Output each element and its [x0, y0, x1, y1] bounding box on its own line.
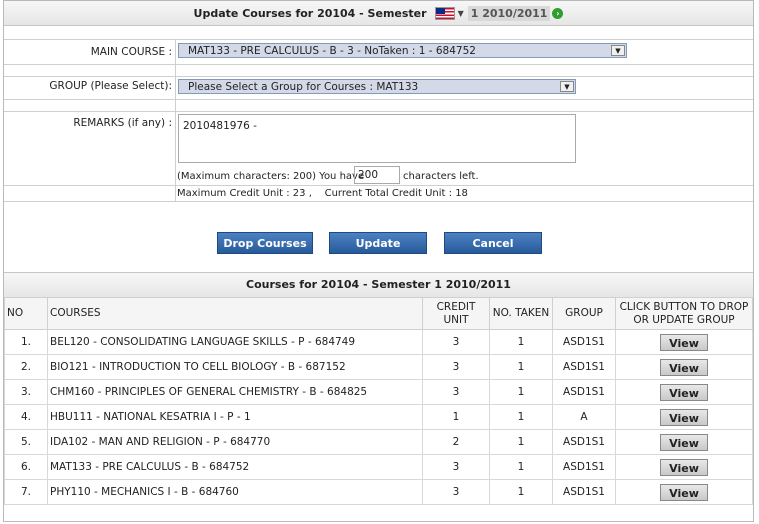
row-credit-unit: 2: [422, 429, 490, 455]
row-credit-unit: 3: [422, 354, 490, 380]
divider: [4, 99, 753, 100]
row-group: ASD1S1: [552, 479, 616, 505]
view-button[interactable]: View: [660, 333, 708, 351]
row-course: CHM160 - PRINCIPLES OF GENERAL CHEMISTRY…: [47, 379, 423, 405]
view-button[interactable]: View: [660, 433, 708, 451]
row-credit-unit: 1: [422, 404, 490, 430]
divider: [4, 39, 753, 40]
group-select[interactable]: Please Select a Group for Courses : MAT1…: [178, 79, 576, 94]
row-action: View: [615, 329, 753, 355]
update-courses-panel: Update Courses for 20104 - Semester ▼ 1 …: [3, 0, 754, 522]
remarks-textarea[interactable]: 2010481976 -: [178, 114, 576, 163]
col-no: NO: [4, 297, 48, 330]
view-button[interactable]: View: [660, 383, 708, 401]
row-group: ASD1S1: [552, 454, 616, 480]
col-credit-unit: CREDIT UNIT: [422, 297, 490, 330]
panel-header: Update Courses for 20104 - Semester ▼ 1 …: [4, 1, 753, 26]
chevron-down-icon[interactable]: ▼: [560, 81, 574, 92]
row-course: IDA102 - MAN AND RELIGION - P - 684770: [47, 429, 423, 455]
main-course-label: MAIN COURSE :: [90, 46, 172, 58]
table-header-row: NO COURSES CREDIT UNIT NO. TAKEN GROUP C…: [4, 297, 753, 330]
col-action: CLICK BUTTON TO DROP OR UPDATE GROUP: [615, 297, 753, 330]
table-row: 6. MAT133 - PRE CALCULUS - B - 684752 3 1 AS…: [4, 454, 753, 480]
view-button[interactable]: View: [660, 458, 708, 476]
row-action: View: [615, 404, 753, 430]
divider: [4, 76, 753, 77]
chars-left-counter: 200: [354, 166, 400, 184]
drop-courses-button[interactable]: Drop Courses: [217, 232, 313, 254]
row-group: ASD1S1: [552, 429, 616, 455]
row-group: ASD1S1: [552, 379, 616, 405]
col-courses: COURSES: [47, 297, 423, 330]
table-row: 5. IDA102 - MAN AND RELIGION - P - 684770…: [4, 429, 753, 455]
row-no: 7.: [4, 479, 48, 505]
panel-title: Update Courses for 20104 - Semester: [193, 6, 427, 20]
row-action: View: [615, 454, 753, 480]
courses-table: NO COURSES CREDIT UNIT NO. TAKEN GROUP C…: [4, 297, 753, 505]
row-no-taken: 1: [489, 429, 553, 455]
divider: [4, 185, 753, 186]
semester-select[interactable]: 1 2010/2011: [467, 5, 551, 21]
divider: [4, 111, 753, 112]
row-action: View: [615, 379, 753, 405]
row-course: MAT133 - PRE CALCULUS - B - 684752: [47, 454, 423, 480]
row-credit-unit: 3: [422, 479, 490, 505]
row-no-taken: 1: [489, 354, 553, 380]
go-icon[interactable]: ›: [552, 7, 564, 19]
row-action: View: [615, 354, 753, 380]
row-no-taken: 1: [489, 379, 553, 405]
group-value: Please Select a Group for Courses : MAT1…: [188, 81, 419, 93]
row-group: A: [552, 404, 616, 430]
row-credit-unit: 3: [422, 379, 490, 405]
max-chars-text: (Maximum characters: 200) You have: [177, 171, 365, 182]
malaysia-flag-icon[interactable]: [434, 6, 455, 20]
row-course: BIO121 - INTRODUCTION TO CELL BIOLOGY - …: [47, 354, 423, 380]
row-action: View: [615, 479, 753, 505]
main-course-select[interactable]: MAT133 - PRE CALCULUS - B - 3 - NoTaken …: [178, 43, 627, 58]
row-no: 6.: [4, 454, 48, 480]
row-course: BEL120 - CONSOLIDATING LANGUAGE SKILLS -…: [47, 329, 423, 355]
col-no-taken: NO. TAKEN: [489, 297, 553, 330]
group-label: GROUP (Please Select):: [49, 80, 172, 92]
chevron-down-icon[interactable]: ▼: [457, 8, 464, 18]
table-row: 2. BIO121 - INTRODUCTION TO CELL BIOLOGY …: [4, 354, 753, 380]
row-no: 3.: [4, 379, 48, 405]
row-no: 5.: [4, 429, 48, 455]
view-button[interactable]: View: [660, 483, 708, 501]
update-button[interactable]: Update: [329, 232, 427, 254]
view-button[interactable]: View: [660, 358, 708, 376]
courses-table-title: Courses for 20104 - Semester 1 2010/2011: [4, 272, 753, 298]
row-group: ASD1S1: [552, 329, 616, 355]
remarks-label: REMARKS (if any) :: [73, 117, 172, 129]
row-credit-unit: 3: [422, 329, 490, 355]
row-course: PHY110 - MECHANICS I - B - 684760: [47, 479, 423, 505]
row-no: 1.: [4, 329, 48, 355]
cancel-button[interactable]: Cancel: [444, 232, 542, 254]
table-row: 3. CHM160 - PRINCIPLES OF GENERAL CHEMIST…: [4, 379, 753, 405]
table-row: 1. BEL120 - CONSOLIDATING LANGUAGE SKILLS…: [4, 329, 753, 355]
table-row: 7. PHY110 - MECHANICS I - B - 684760 3 1 ASD…: [4, 479, 753, 505]
row-no: 4.: [4, 404, 48, 430]
divider: [4, 64, 753, 65]
row-course: HBU111 - NATIONAL KESATRIA I - P - 1: [47, 404, 423, 430]
row-action: View: [615, 429, 753, 455]
main-course-value: MAT133 - PRE CALCULUS - B - 3 - NoTaken …: [188, 45, 476, 57]
row-no-taken: 1: [489, 404, 553, 430]
divider: [4, 201, 753, 202]
col-group: GROUP: [552, 297, 616, 330]
view-button[interactable]: View: [660, 408, 708, 426]
chars-left-suffix: characters left.: [403, 171, 479, 182]
divider: [175, 39, 176, 201]
row-group: ASD1S1: [552, 354, 616, 380]
chevron-down-icon[interactable]: ▼: [611, 45, 625, 56]
row-credit-unit: 3: [422, 454, 490, 480]
row-no-taken: 1: [489, 479, 553, 505]
row-no-taken: 1: [489, 454, 553, 480]
row-no: 2.: [4, 354, 48, 380]
row-no-taken: 1: [489, 329, 553, 355]
credit-info: Maximum Credit Unit : 23 , Current Total…: [177, 188, 468, 199]
